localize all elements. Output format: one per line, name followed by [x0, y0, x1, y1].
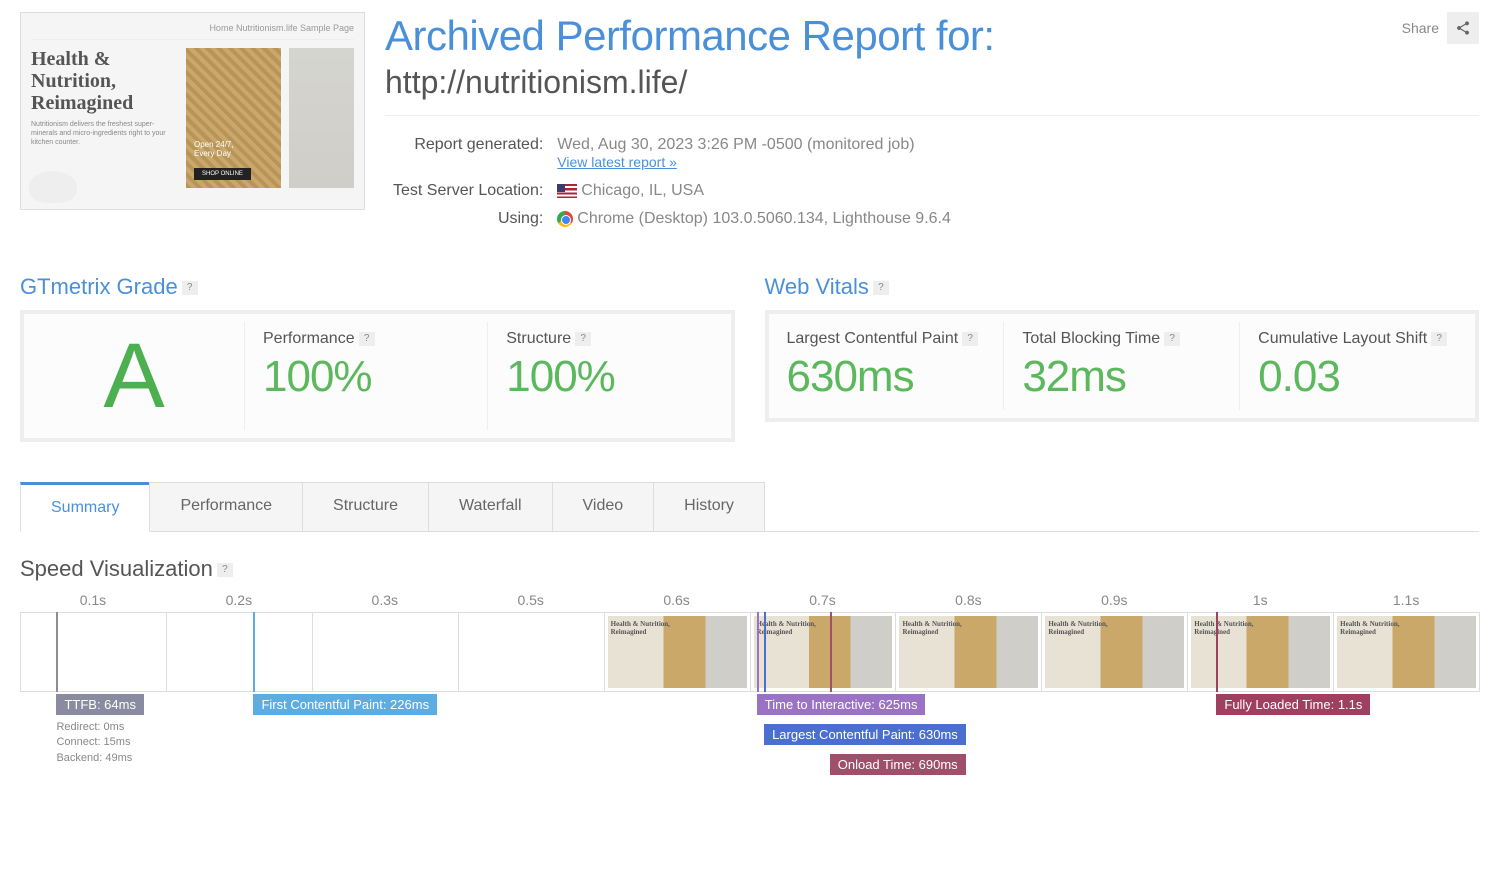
help-performance-icon[interactable]: ? [359, 332, 375, 346]
tbt-label: Total Blocking Time [1022, 330, 1160, 347]
performance-label: Performance [263, 330, 355, 347]
tbt-value: 32ms [1022, 352, 1221, 402]
thumb-nav: Home Nutritionism.life Sample Page [31, 23, 354, 40]
meta-location-label: Test Server Location: [387, 178, 549, 204]
performance-value: 100% [263, 352, 469, 402]
timeline-marker-fcp[interactable]: First Contentful Paint: 226ms [253, 694, 437, 715]
tab-history[interactable]: History [653, 482, 765, 531]
thumb-title-l3: Reimagined [31, 92, 133, 114]
timeline-marker-line-fully [1216, 612, 1218, 692]
page-title: Archived Performance Report for: [385, 12, 1479, 60]
structure-value: 100% [506, 352, 712, 402]
timeline-frame[interactable] [895, 612, 1042, 692]
timeline-marker-ttfb[interactable]: TTFB: 64ms [56, 694, 144, 715]
timeline-tick: 0.6s [604, 592, 750, 608]
help-speed-icon[interactable]: ? [217, 563, 233, 577]
timeline-tick: 1s [1187, 592, 1333, 608]
timeline-marker-line-onload [830, 612, 832, 692]
help-tbt-icon[interactable]: ? [1164, 332, 1180, 346]
timeline-tick: 0.8s [895, 592, 1041, 608]
tab-performance[interactable]: Performance [149, 482, 303, 531]
timeline-tick: 0.1s [20, 592, 166, 608]
timeline-marker-fully[interactable]: Fully Loaded Time: 1.1s [1216, 694, 1370, 715]
timeline-marker-line-ttfb [56, 612, 58, 692]
meta-using-label: Using: [387, 206, 549, 232]
mortar-image [29, 171, 77, 203]
web-vitals-heading: Web Vitals [765, 274, 869, 299]
help-vitals-icon[interactable]: ? [873, 281, 889, 295]
thumb-panel: SHOP ONLINE [186, 48, 281, 188]
meta-location-value: Chicago, IL, USA [581, 182, 704, 199]
timeline-marker-line-fcp [253, 612, 255, 692]
help-lcp-icon[interactable]: ? [962, 332, 978, 346]
share-label: Share [1402, 20, 1439, 36]
timeline-marker-tti[interactable]: Time to Interactive: 625ms [757, 694, 926, 715]
chrome-icon [557, 211, 573, 227]
timeline-frame[interactable] [1333, 612, 1480, 692]
tested-url: http://nutritionism.life/ [385, 64, 1479, 101]
thumb-subtitle: Nutritionism delivers the freshest super… [31, 120, 178, 147]
grade-letter: A [42, 330, 226, 422]
thumb-cta: SHOP ONLINE [194, 168, 251, 180]
share-icon [1455, 20, 1471, 36]
help-grade-icon[interactable]: ? [182, 281, 198, 295]
gtmetrix-grade-heading: GTmetrix Grade [20, 274, 178, 299]
meta-generated-value: Wed, Aug 30, 2023 3:26 PM -0500 (monitor… [557, 136, 914, 153]
timeline-tick: 1.1s [1333, 592, 1479, 608]
timeline-marker-line-lcp [764, 612, 766, 692]
timeline-frame[interactable] [604, 612, 751, 692]
timeline-tick: 0.7s [750, 592, 896, 608]
timeline-frame[interactable] [20, 612, 167, 692]
timeline-marker-sub-ttfb: Redirect: 0ms Connect: 15ms Backend: 49m… [56, 720, 132, 766]
timeline-tick: 0.2s [166, 592, 312, 608]
timeline-frame[interactable] [166, 612, 313, 692]
timeline-frame[interactable] [750, 612, 897, 692]
timeline-marker-onload[interactable]: Onload Time: 690ms [830, 754, 966, 775]
structure-label: Structure [506, 330, 571, 347]
tabs: Summary Performance Structure Waterfall … [20, 482, 1479, 532]
timeline-tick: 0.9s [1041, 592, 1187, 608]
lcp-value: 630ms [787, 352, 986, 402]
tab-video[interactable]: Video [552, 482, 655, 531]
cls-label: Cumulative Layout Shift [1258, 330, 1427, 347]
tab-summary[interactable]: Summary [20, 482, 150, 532]
site-thumbnail[interactable]: Home Nutritionism.life Sample Page Healt… [20, 12, 365, 210]
tab-waterfall[interactable]: Waterfall [428, 482, 553, 531]
thumb-title-l1: Health & [31, 48, 110, 70]
lcp-label: Largest Contentful Paint [787, 330, 959, 347]
timeline-frame[interactable] [312, 612, 459, 692]
help-structure-icon[interactable]: ? [575, 332, 591, 346]
tab-structure[interactable]: Structure [302, 482, 429, 531]
thumb-bottles [289, 48, 354, 188]
timeline-marker-line-tti [757, 612, 759, 692]
grade-box: A Performance? 100% Structure? 100% [20, 310, 735, 442]
timeline-frame[interactable] [1187, 612, 1334, 692]
timeline-marker-lcp[interactable]: Largest Contentful Paint: 630ms [764, 724, 966, 745]
thumb-title-l2: Nutrition, [31, 70, 116, 92]
speed-visualization: 0.1s0.2s0.3s0.5s0.6s0.7s0.8s0.9s1s1.1s T… [20, 592, 1479, 814]
timeline-frame[interactable] [458, 612, 605, 692]
flag-us-icon [557, 184, 577, 198]
view-latest-report-link[interactable]: View latest report » [557, 154, 677, 170]
meta-generated-label: Report generated: [387, 132, 549, 176]
cls-value: 0.03 [1258, 352, 1457, 402]
meta-using-value: Chrome (Desktop) 103.0.5060.134, Lightho… [577, 210, 951, 227]
help-cls-icon[interactable]: ? [1431, 332, 1447, 346]
share-button[interactable] [1447, 12, 1479, 44]
vitals-box: Largest Contentful Paint? 630ms Total Bl… [765, 310, 1480, 422]
timeline-tick: 0.3s [312, 592, 458, 608]
timeline-frame[interactable] [1041, 612, 1188, 692]
speed-visualization-heading: Speed Visualization [20, 556, 213, 581]
timeline-tick: 0.5s [458, 592, 604, 608]
